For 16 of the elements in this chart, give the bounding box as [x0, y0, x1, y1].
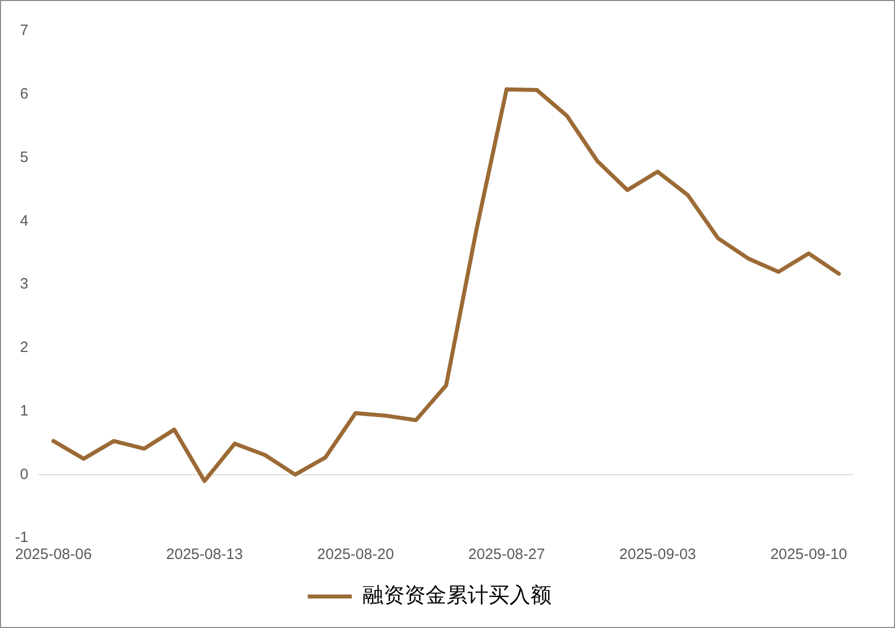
y-tick-label: 6 — [20, 86, 28, 103]
y-tick-label: 3 — [20, 276, 28, 293]
x-tick-label: 2025-08-13 — [166, 546, 243, 564]
x-tick-label: 2025-09-10 — [770, 546, 848, 564]
y-tick-label: -1 — [14, 529, 28, 546]
x-tick-label: 2025-08-06 — [15, 546, 92, 564]
y-tick-label: 4 — [20, 212, 28, 230]
x-tick-label: 2025-09-03 — [619, 546, 696, 564]
x-tick-label: 2025-08-20 — [317, 546, 394, 564]
y-tick-label: 0 — [20, 466, 28, 483]
y-tick-label: 1 — [20, 402, 28, 420]
y-tick-label: 2 — [20, 339, 28, 356]
x-tick-label: 2025-08-27 — [468, 546, 545, 564]
legend-label: 融资资金累计买入额 — [362, 582, 552, 607]
y-tick-label: 7 — [20, 22, 28, 40]
y-tick-label: 5 — [20, 148, 28, 166]
